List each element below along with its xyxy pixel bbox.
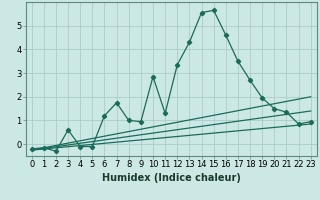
X-axis label: Humidex (Indice chaleur): Humidex (Indice chaleur) — [102, 173, 241, 183]
